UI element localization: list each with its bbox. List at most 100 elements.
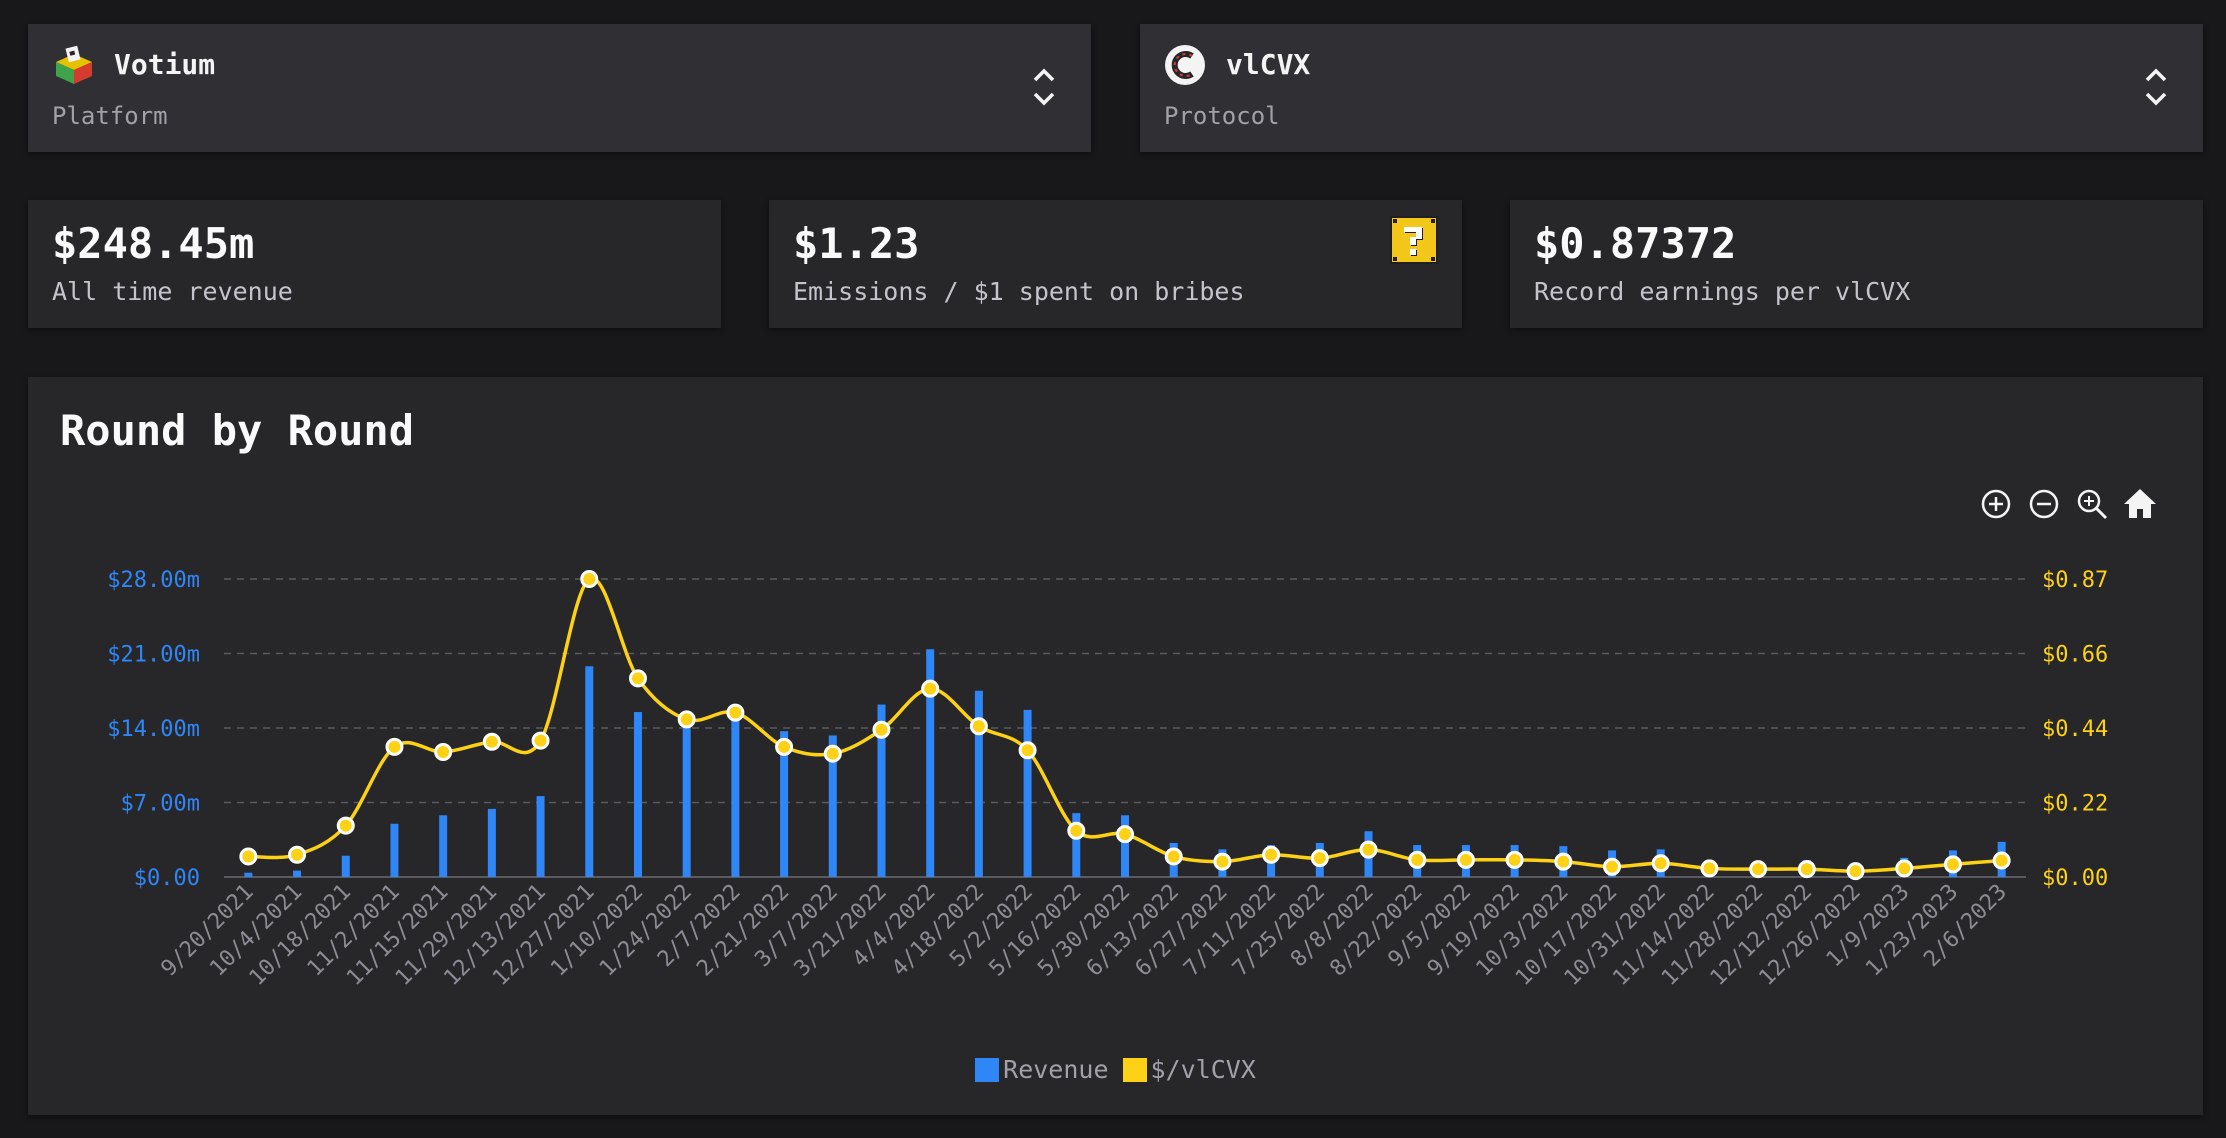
per-vlcvx-point — [336, 816, 355, 835]
stat-emissions-per-dollar: $1.23 Emissions / $1 spent on bribes — [769, 200, 1462, 328]
per-vlcvx-point — [1603, 857, 1622, 876]
per-vlcvx-point — [1359, 840, 1378, 859]
per-vlcvx-point — [239, 847, 258, 866]
per-vlcvx-point — [872, 720, 891, 739]
question-block-icon — [1390, 216, 1438, 264]
y-right-tick-label: $0.66 — [2042, 643, 2108, 668]
protocol-type-label: Protocol — [1164, 102, 1280, 130]
revenue-bar — [877, 704, 886, 877]
per-vlcvx-point — [1164, 847, 1183, 866]
legend-label-per-vlcvx: $/vlCVX — [1150, 1055, 1256, 1084]
legend-swatch-revenue — [975, 1057, 1000, 1082]
y-right-tick-label: $0.44 — [2042, 717, 2108, 742]
legend-label-revenue: Revenue — [1003, 1055, 1109, 1084]
y-right-tick-label: $0.87 — [2042, 568, 2108, 593]
per-vlcvx-point — [1554, 852, 1573, 871]
revenue-bar — [828, 735, 837, 877]
platform-name: Votium — [114, 48, 216, 81]
zoom-in-icon[interactable] — [1977, 485, 2015, 523]
revenue-bar — [390, 823, 399, 877]
magnifier-zoom-icon[interactable] — [2073, 485, 2111, 523]
chart-title: Round by Round — [60, 406, 415, 455]
per-vlcvx-point — [1018, 741, 1037, 760]
emissions-value: $1.23 — [793, 219, 920, 268]
chart-legend: Revenue $/vlCVX — [28, 1055, 2203, 1084]
convex-logo-icon — [1165, 45, 1205, 85]
per-vlcvx-point — [628, 669, 647, 688]
per-vlcvx-point — [1408, 850, 1427, 869]
chevron-up-down-icon[interactable] — [1031, 64, 1057, 110]
per-vlcvx-point — [1749, 860, 1768, 879]
record-label: Record earnings per vlCVX — [1534, 277, 1911, 306]
platform-type-label: Platform — [52, 102, 168, 130]
revenue-value: $248.45m — [52, 219, 255, 268]
per-vlcvx-point — [1116, 825, 1134, 844]
round-by-round-chart: $0.00 $0.00 $7.00m $0.22 $14.00m $0.44 $21.00m… — [107, 568, 2108, 991]
legend-swatch-per-vlcvx — [1122, 1057, 1147, 1082]
per-vlcvx-point — [677, 710, 696, 729]
per-vlcvx-point — [1310, 849, 1329, 868]
chevron-up-down-icon[interactable] — [2143, 64, 2169, 110]
per-vlcvx-point — [1067, 821, 1086, 840]
protocol-selector[interactable]: vlCVX Protocol — [1140, 24, 2203, 152]
per-vlcvx-point — [482, 732, 501, 751]
y-left-tick-label: $14.00m — [107, 717, 200, 742]
revenue-label: All time revenue — [52, 277, 293, 306]
legend-item-revenue[interactable]: Revenue — [975, 1055, 1109, 1084]
per-vlcvx-point — [434, 742, 453, 761]
per-vlcvx-point — [1700, 859, 1719, 878]
emissions-label: Emissions / $1 spent on bribes — [793, 277, 1245, 306]
y-right-tick-label: $0.22 — [2042, 792, 2108, 817]
revenue-bar — [780, 731, 789, 877]
stat-record-earnings: $0.87372 Record earnings per vlCVX — [1510, 200, 2203, 328]
protocol-name: vlCVX — [1226, 48, 1311, 81]
per-vlcvx-point — [1651, 854, 1670, 873]
revenue-bar — [244, 872, 253, 877]
per-vlcvx-point — [1505, 850, 1524, 869]
ballot-box-icon — [56, 45, 92, 84]
per-vlcvx-point — [1846, 862, 1865, 881]
y-right-tick-label: $0.00 — [2042, 866, 2108, 891]
per-vlcvx-point — [726, 703, 745, 722]
revenue-bar — [585, 666, 594, 877]
platform-selector[interactable]: Votium Platform — [28, 24, 1091, 152]
per-vlcvx-point — [1213, 852, 1232, 871]
per-vlcvx-point — [385, 737, 404, 756]
y-left-tick-label: $7.00m — [121, 792, 200, 817]
per-vlcvx-point — [1992, 851, 2011, 870]
legend-item-per-vlcvx[interactable]: $/vlCVX — [1122, 1055, 1256, 1084]
revenue-bar — [487, 808, 496, 877]
zoom-out-icon[interactable] — [2025, 485, 2063, 523]
per-vlcvx-point — [288, 845, 307, 864]
revenue-bar — [633, 712, 642, 877]
revenue-bar — [439, 815, 448, 877]
stat-all-time-revenue: $248.45m All time revenue — [28, 200, 721, 328]
revenue-bar — [682, 722, 691, 877]
revenue-bar — [293, 870, 302, 877]
y-left-tick-label: $21.00m — [107, 643, 200, 668]
round-by-round-chart-card: Round by Round $0.00 $0.00 $7.00m $0.22 $14.… — [28, 377, 2203, 1115]
per-vlcvx-point — [775, 737, 794, 756]
per-vlcvx-point — [1456, 850, 1475, 869]
revenue-bar — [974, 690, 983, 877]
chart-toolbar — [1977, 485, 2159, 523]
per-vlcvx-point — [580, 570, 599, 588]
revenue-bar — [1121, 815, 1129, 877]
revenue-bar — [731, 713, 740, 877]
per-vlcvx-point — [921, 679, 940, 698]
revenue-bar — [536, 796, 545, 877]
record-value: $0.87372 — [1534, 219, 1737, 268]
per-vlcvx-point — [1895, 859, 1914, 878]
per-vlcvx-point — [1943, 855, 1962, 874]
per-vlcvx-point — [823, 744, 842, 763]
revenue-bar — [1023, 709, 1032, 877]
revenue-bar — [341, 855, 350, 877]
per-vlcvx-point — [969, 717, 988, 736]
home-reset-icon[interactable] — [2121, 485, 2159, 523]
revenue-bar — [1072, 813, 1081, 877]
y-left-tick-label: $28.00m — [107, 568, 200, 593]
per-vlcvx-point — [1262, 845, 1281, 864]
y-left-tick-label: $0.00 — [134, 866, 200, 891]
per-vlcvx-point — [531, 731, 550, 750]
per-vlcvx-point — [1797, 860, 1816, 879]
